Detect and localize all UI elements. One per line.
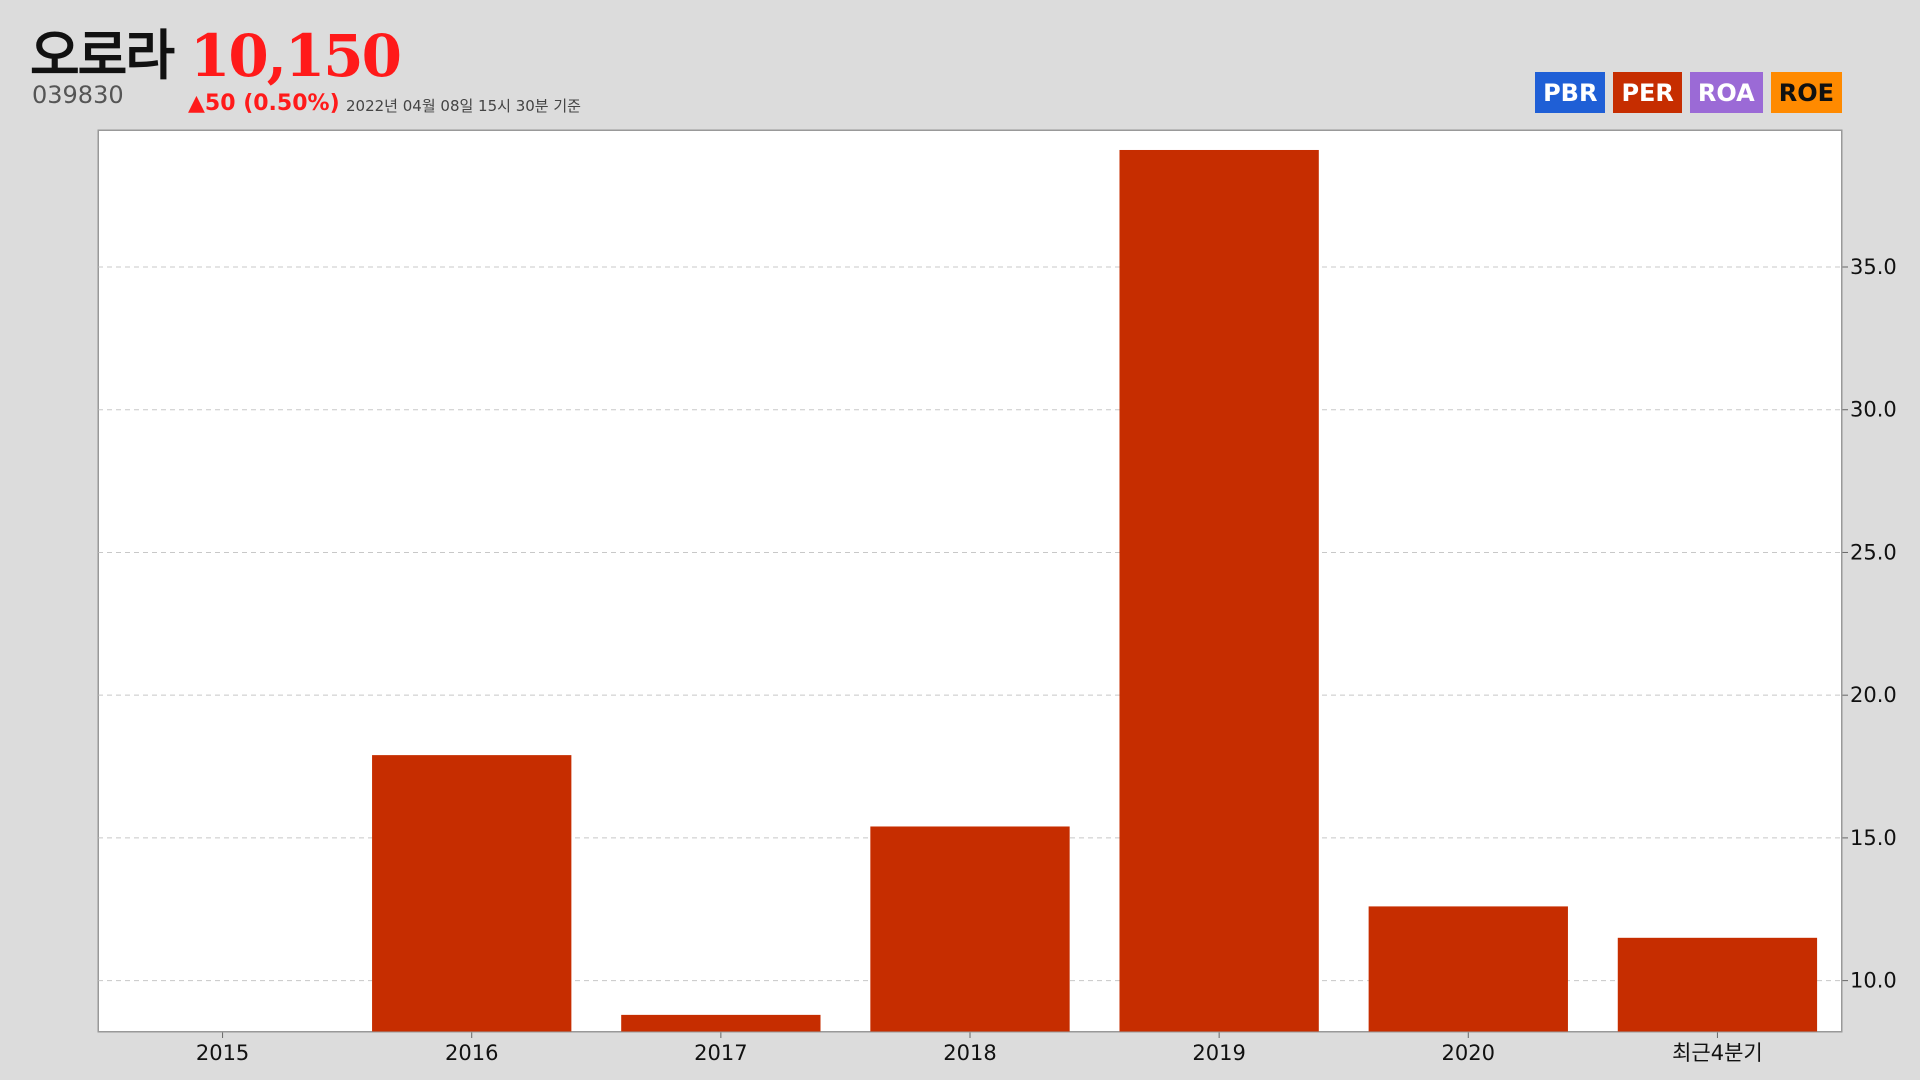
bar <box>1617 937 1818 1032</box>
x-tick-label: 최근4분기 <box>1672 1041 1763 1065</box>
bar <box>1119 149 1319 1032</box>
y-tick-label: 20.0 <box>1850 683 1897 707</box>
x-tick-label: 2016 <box>445 1041 498 1065</box>
metric-tabs: PBR PER ROA ROE <box>1535 72 1842 113</box>
stock-code: 039830 <box>32 81 124 109</box>
y-tick-label: 35.0 <box>1850 255 1897 279</box>
as-of-timestamp: 2022년 04월 08일 15시 30분 기준 <box>346 97 581 115</box>
y-tick-label: 30.0 <box>1850 398 1897 422</box>
stock-name: 오로라 <box>30 24 175 87</box>
tab-pbr[interactable]: PBR <box>1535 72 1606 113</box>
tab-roe[interactable]: ROE <box>1770 72 1842 113</box>
x-tick-label: 2017 <box>694 1041 747 1065</box>
y-tick-label: 10.0 <box>1850 969 1897 993</box>
y-tick-label: 25.0 <box>1850 540 1897 564</box>
y-tick-label: 15.0 <box>1850 826 1897 850</box>
tab-roa[interactable]: ROA <box>1689 72 1763 113</box>
x-tick-label: 2015 <box>196 1041 249 1065</box>
stock-price: 10,150 <box>190 22 402 90</box>
tab-per[interactable]: PER <box>1613 72 1682 113</box>
bar <box>870 826 1070 1032</box>
bar <box>1368 906 1568 1032</box>
bar <box>621 1014 821 1032</box>
x-tick-label: 2019 <box>1192 1041 1245 1065</box>
price-change: ▲50 (0.50%) <box>188 91 340 116</box>
stock-header: 오로라 10,150 039830 ▲50 (0.50%) 2022년 04월 … <box>0 0 1920 125</box>
bar <box>372 755 572 1032</box>
x-tick-label: 2020 <box>1442 1041 1495 1065</box>
x-tick-label: 2018 <box>943 1041 996 1065</box>
plot-frame <box>97 129 1843 1033</box>
